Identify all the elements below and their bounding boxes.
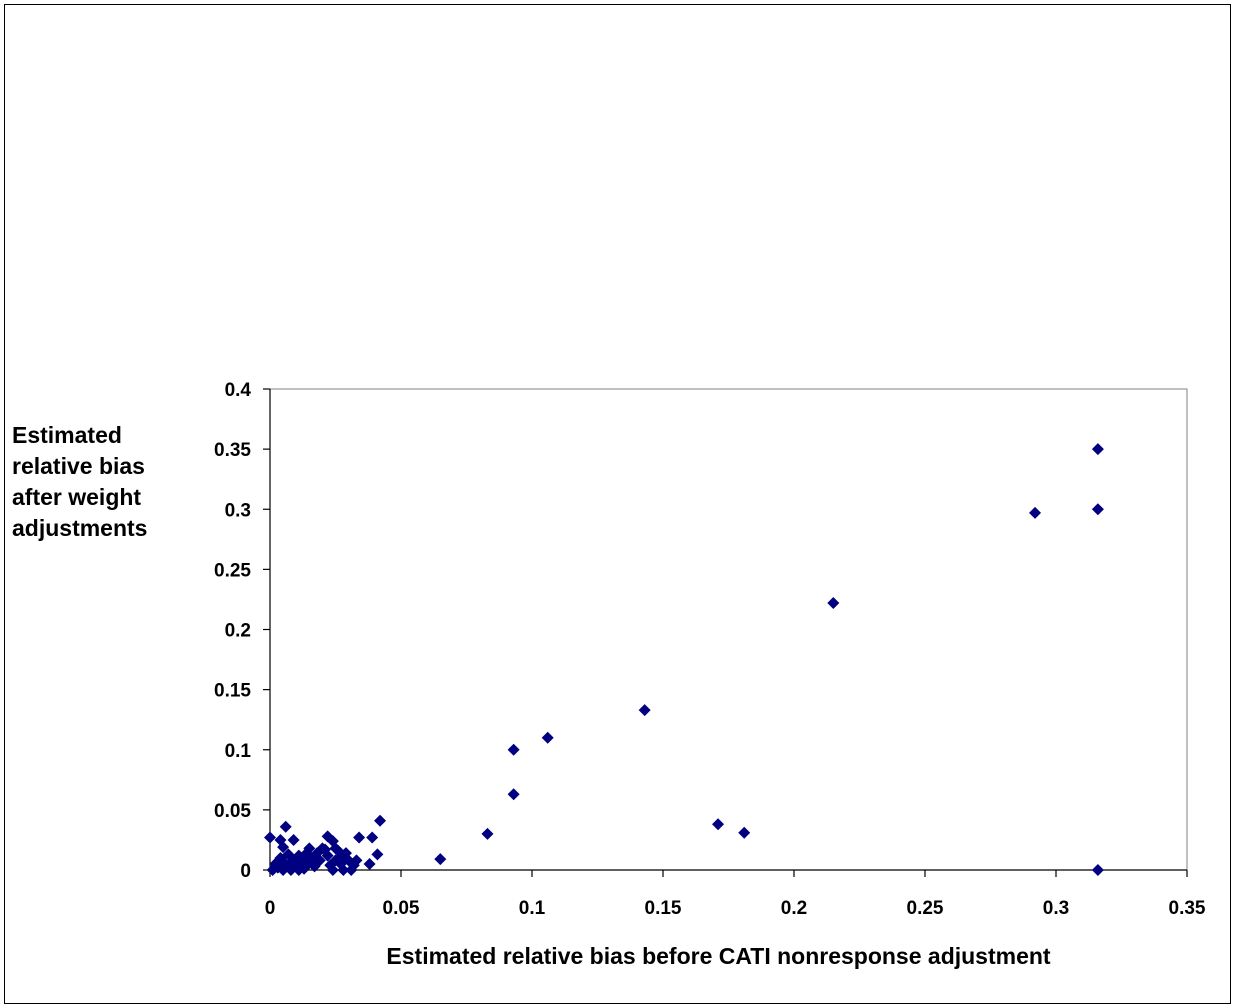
x-tick-label: 0.1 (519, 898, 546, 919)
data-point (507, 743, 520, 756)
y-axis-title: Estimated relative bias after weight adjust… (12, 422, 147, 541)
data-point (1029, 506, 1042, 519)
data-point (287, 833, 300, 846)
data-point (1091, 443, 1104, 456)
x-tick-label: 0 (265, 898, 276, 919)
data-point (541, 731, 554, 744)
scatter-chart: 0 0.05 0.1 0.15 0.2 0.25 0.3 0.35 0.4 0 0.05 0.1 0.… (12, 380, 1206, 969)
data-point (638, 704, 651, 717)
x-tick-label: 0.2 (781, 898, 807, 919)
y-axis-title-line: adjustments (12, 515, 147, 541)
data-point (277, 841, 290, 854)
data-point (279, 820, 292, 833)
data-point (374, 814, 387, 827)
data-point (313, 854, 326, 867)
data-point (371, 848, 384, 861)
data-point (507, 788, 520, 801)
data-point (827, 597, 840, 610)
x-tick-label: 0.25 (907, 898, 944, 919)
data-point (1091, 864, 1104, 876)
x-axis-title: Estimated relative bias before CATI nonr… (386, 943, 1051, 969)
x-tick-label: 0.35 (1169, 898, 1206, 919)
x-tick-label: 0.3 (1043, 898, 1069, 919)
y-axis-title-line: Estimated (12, 422, 122, 448)
data-point (1091, 503, 1104, 516)
data-point (481, 827, 494, 840)
data-point (434, 853, 447, 866)
y-axis: 0 0.05 0.1 0.15 0.2 0.25 0.3 0.35 0.4 (214, 380, 271, 882)
plot-area (269, 388, 1188, 871)
data-point (264, 831, 276, 844)
x-axis: 0 0.05 0.1 0.15 0.2 0.25 0.3 0.35 (265, 869, 1206, 919)
data-point (363, 857, 376, 870)
x-tick-label: 0.05 (383, 898, 420, 919)
data-point (366, 831, 379, 844)
data-point (326, 864, 339, 876)
y-axis-title-line: relative bias (12, 453, 145, 479)
y-tick-label: 0.25 (214, 560, 251, 581)
y-axis-title-line: after weight (12, 484, 141, 510)
data-point (350, 854, 363, 867)
y-tick-label: 0.15 (214, 681, 251, 702)
y-tick-label: 0.05 (214, 801, 251, 822)
data-point (353, 831, 366, 844)
data-point (712, 818, 725, 831)
data-point (738, 826, 751, 839)
data-point (321, 849, 334, 862)
y-tick-label: 0 (240, 861, 251, 882)
y-tick-label: 0.3 (225, 500, 251, 521)
data-point (303, 842, 316, 855)
data-markers (264, 443, 1104, 876)
y-tick-label: 0.35 (214, 440, 251, 461)
y-tick-label: 0.2 (225, 621, 251, 642)
data-point (337, 864, 350, 876)
x-tick-label: 0.15 (645, 898, 682, 919)
y-tick-label: 0.1 (225, 741, 252, 762)
y-tick-label: 0.4 (225, 380, 252, 401)
